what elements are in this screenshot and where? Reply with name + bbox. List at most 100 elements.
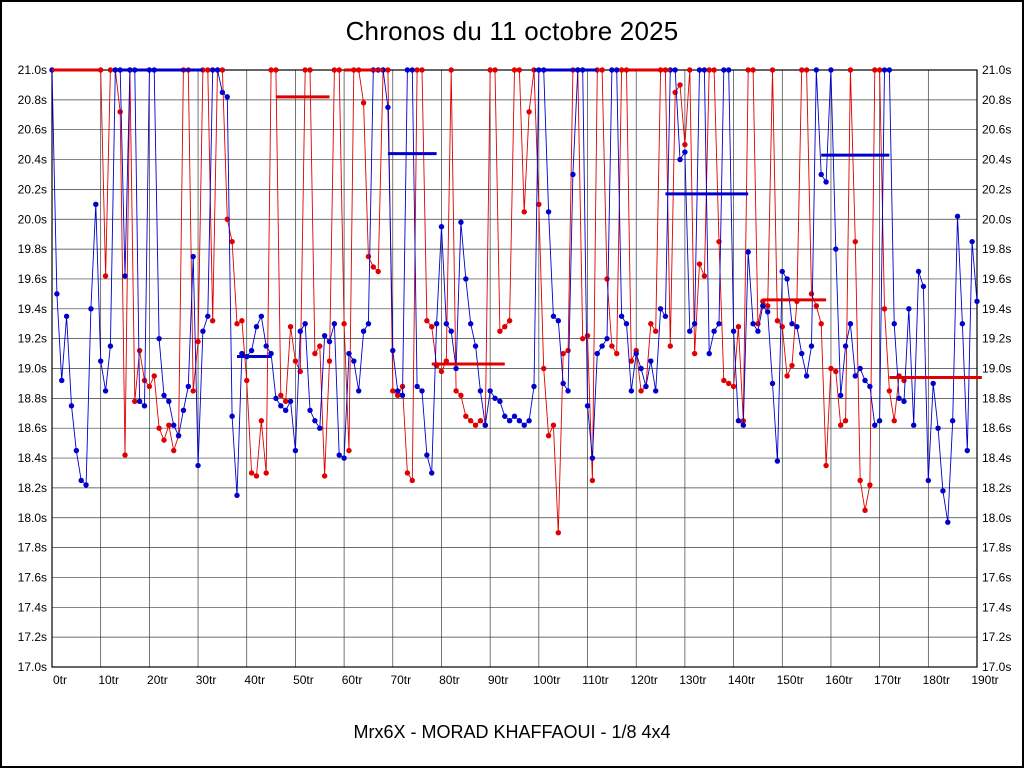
- data-point-driver-red: [774, 318, 781, 324]
- data-point-driver-red: [711, 67, 717, 73]
- x-tick-label: 110tr: [582, 673, 608, 687]
- data-point-driver-blue: [852, 373, 858, 379]
- data-point-driver-blue: [925, 477, 932, 484]
- data-point-driver-blue: [258, 313, 265, 319]
- data-point-driver-blue: [404, 67, 411, 73]
- data-point-driver-blue: [448, 328, 454, 334]
- data-point-driver-blue: [682, 149, 688, 155]
- data-point-driver-blue: [54, 291, 60, 297]
- data-point-driver-blue: [803, 373, 810, 379]
- data-point-driver-blue: [901, 398, 907, 405]
- data-point-driver-red: [555, 529, 562, 536]
- data-point-driver-blue: [136, 398, 143, 405]
- data-point-driver-blue: [906, 306, 912, 312]
- data-point-driver-blue: [842, 343, 849, 349]
- data-point-driver-blue: [336, 452, 342, 458]
- data-point-driver-blue: [453, 365, 459, 372]
- data-point-driver-red: [365, 253, 372, 260]
- data-point-driver-blue: [200, 328, 206, 334]
- data-point-driver-red: [229, 238, 235, 245]
- data-point-driver-blue: [833, 246, 839, 252]
- data-point-driver-blue: [287, 398, 294, 405]
- y-tick-label-left: 18.6s: [18, 421, 47, 435]
- data-point-driver-blue: [433, 321, 440, 327]
- data-point-driver-blue: [482, 422, 488, 428]
- data-point-driver-blue: [394, 388, 401, 394]
- data-point-driver-blue: [414, 383, 420, 390]
- data-point-driver-blue: [954, 213, 961, 219]
- y-tick-label-right: 21.0s: [982, 63, 1011, 77]
- data-point-driver-blue: [799, 350, 805, 357]
- data-point-driver-blue: [93, 201, 99, 208]
- data-point-driver-blue: [891, 321, 897, 327]
- data-point-driver-red: [872, 67, 878, 73]
- data-point-driver-red: [536, 201, 542, 208]
- data-point-driver-red: [102, 273, 109, 279]
- x-tick-label: 70tr: [390, 673, 411, 687]
- data-point-driver-blue: [837, 392, 844, 399]
- chart-subtitle: Mrx6X - MORAD KHAFFAOUI - 1/8 4x4: [353, 722, 671, 742]
- data-point-driver-red: [239, 318, 245, 324]
- data-point-driver-blue: [234, 492, 240, 499]
- data-point-driver-blue: [813, 67, 820, 73]
- data-point-driver-red: [263, 470, 269, 476]
- data-point-driver-blue: [750, 321, 756, 327]
- data-point-driver-red: [842, 418, 849, 424]
- data-point-driver-red: [672, 89, 678, 96]
- y-tick-label-right: 17.6s: [982, 570, 1011, 584]
- data-point-driver-blue: [867, 383, 873, 390]
- data-point-driver-red: [467, 418, 474, 424]
- data-point-driver-blue: [458, 219, 464, 225]
- data-point-driver-red: [803, 67, 810, 73]
- data-point-driver-blue: [940, 488, 946, 494]
- data-point-driver-red: [292, 358, 299, 364]
- data-point-driver-red: [677, 82, 683, 88]
- data-point-driver-red: [146, 383, 153, 390]
- data-point-driver-blue: [872, 422, 878, 428]
- data-point-driver-red: [443, 358, 450, 364]
- data-point-driver-blue: [385, 104, 391, 111]
- data-point-driver-red: [195, 338, 201, 345]
- data-point-driver-red: [190, 388, 196, 394]
- data-point-driver-blue: [83, 482, 89, 488]
- y-tick-label-right: 19.8s: [982, 242, 1011, 256]
- data-point-driver-red: [565, 347, 571, 354]
- data-point-driver-blue: [677, 156, 683, 163]
- data-point-driver-blue: [774, 458, 781, 464]
- x-tick-label: 120tr: [631, 673, 658, 687]
- data-point-driver-blue: [764, 309, 771, 315]
- x-tick-label: 80tr: [439, 673, 460, 687]
- data-point-driver-blue: [438, 224, 445, 230]
- data-point-driver-red: [828, 365, 834, 372]
- data-point-driver-blue: [648, 358, 654, 364]
- data-point-driver-red: [282, 398, 289, 405]
- data-point-driver-red: [341, 321, 347, 327]
- data-point-driver-blue: [716, 321, 722, 327]
- data-point-driver-red: [818, 321, 824, 327]
- data-point-driver-red: [390, 388, 396, 394]
- x-tick-label: 130tr: [679, 673, 706, 687]
- y-tick-label-left: 19.0s: [18, 362, 47, 376]
- data-point-driver-blue: [876, 418, 883, 424]
- data-point-driver-red: [545, 432, 552, 439]
- data-point-driver-red: [244, 377, 250, 384]
- data-point-driver-blue: [745, 249, 751, 255]
- data-point-driver-blue: [735, 418, 742, 424]
- data-point-driver-red: [497, 328, 503, 334]
- data-point-driver-blue: [365, 321, 372, 327]
- data-point-driver-blue: [166, 398, 172, 405]
- data-point-driver-red: [541, 365, 547, 372]
- data-point-driver-blue: [185, 383, 192, 390]
- y-tick-label-left: 19.4s: [18, 302, 47, 316]
- y-tick-label-right: 19.2s: [982, 332, 1011, 346]
- data-point-driver-blue: [429, 470, 435, 476]
- data-point-driver-blue: [560, 380, 566, 387]
- x-tick-label: 100tr: [533, 673, 560, 687]
- data-point-driver-blue: [808, 343, 815, 349]
- series-line-driver-blue: [51, 69, 978, 523]
- data-point-driver-blue: [224, 94, 230, 100]
- data-point-driver-blue: [107, 343, 114, 349]
- data-point-driver-red: [779, 324, 785, 330]
